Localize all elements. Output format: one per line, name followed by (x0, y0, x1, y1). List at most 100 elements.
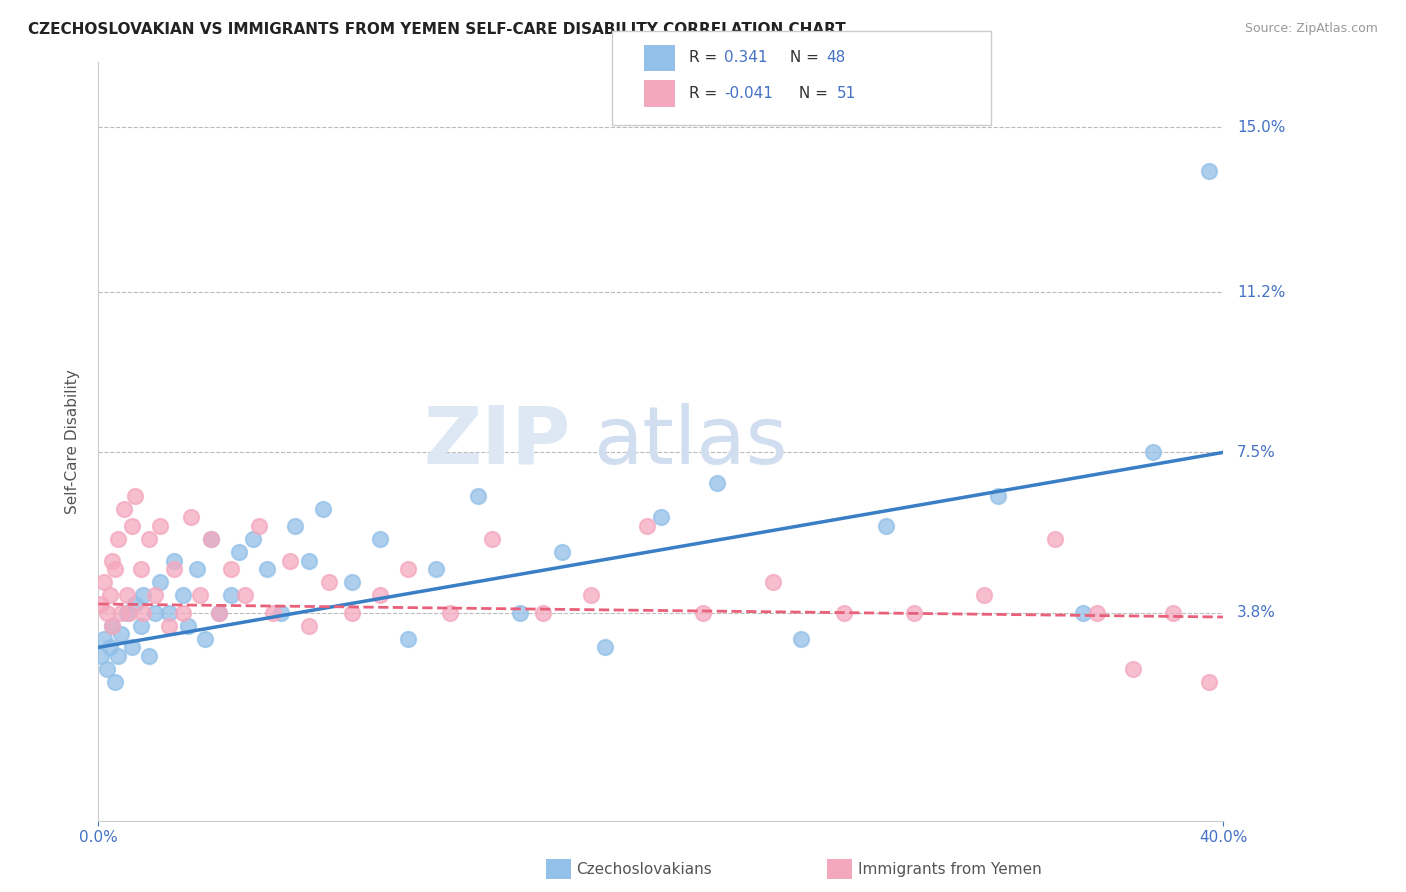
Point (987, 489, 1010, 503)
Point (110, 606, 132, 620)
Point (256, 562, 278, 576)
Point (101, 618, 124, 632)
Point (1161, 606, 1184, 620)
Point (112, 501, 135, 516)
Point (706, 475, 728, 490)
Point (90, 648, 112, 663)
Point (101, 554, 124, 568)
Point (228, 545, 250, 559)
Point (149, 575, 172, 590)
Point (242, 532, 264, 546)
Point (340, 606, 363, 620)
Point (579, 588, 602, 602)
Point (172, 606, 194, 620)
Point (247, 519, 270, 533)
Point (96, 606, 118, 620)
Point (172, 588, 194, 602)
Text: CZECHOSLOVAKIAN VS IMMIGRANTS FROM YEMEN SELF-CARE DISABILITY CORRELATION CHART: CZECHOSLOVAKIAN VS IMMIGRANTS FROM YEMEN… (28, 22, 846, 37)
Point (138, 648, 160, 663)
Text: Source: ZipAtlas.com: Source: ZipAtlas.com (1244, 22, 1378, 36)
Text: 11.2%: 11.2% (1237, 285, 1285, 300)
Text: 15.0%: 15.0% (1237, 120, 1285, 135)
Text: Czechoslovakians: Czechoslovakians (576, 863, 713, 877)
Point (129, 618, 152, 632)
Point (186, 562, 208, 576)
Text: 0.341: 0.341 (724, 51, 768, 65)
Text: R =: R = (689, 51, 723, 65)
Point (1085, 606, 1108, 620)
Point (208, 606, 231, 620)
Point (650, 510, 672, 524)
Point (121, 519, 143, 533)
Point (509, 606, 531, 620)
Point (1043, 532, 1066, 546)
Point (762, 575, 785, 590)
Point (98, 640, 121, 655)
Text: atlas: atlas (593, 402, 787, 481)
Point (481, 532, 503, 546)
Point (467, 489, 489, 503)
Y-axis label: Self-Care Disability: Self-Care Disability (65, 369, 80, 514)
Point (188, 588, 211, 602)
Text: R =: R = (689, 87, 723, 101)
Point (973, 588, 995, 602)
Point (163, 562, 186, 576)
Text: 3.8%: 3.8% (1237, 605, 1277, 620)
Text: Immigrants from Yemen: Immigrants from Yemen (858, 863, 1042, 877)
Point (875, 519, 897, 533)
Point (551, 545, 574, 559)
Point (200, 532, 222, 546)
Point (129, 562, 152, 576)
Point (143, 588, 166, 602)
Point (692, 606, 714, 620)
Point (368, 588, 391, 602)
Point (219, 588, 242, 602)
Point (208, 606, 231, 620)
Point (1142, 445, 1164, 459)
Point (233, 588, 256, 602)
Text: 51: 51 (837, 87, 856, 101)
Point (368, 532, 391, 546)
Point (157, 618, 180, 632)
Point (284, 519, 307, 533)
Point (104, 562, 127, 576)
Point (98, 588, 121, 602)
Point (832, 606, 855, 620)
Point (312, 501, 335, 516)
Point (96, 662, 118, 676)
Point (115, 588, 138, 602)
Point (318, 575, 340, 590)
Point (790, 632, 813, 646)
Point (262, 606, 284, 620)
Point (200, 532, 222, 546)
Point (425, 562, 447, 576)
Point (107, 648, 129, 663)
Point (93, 575, 115, 590)
Point (636, 519, 658, 533)
Text: N =: N = (794, 87, 834, 101)
Text: ZIP: ZIP (423, 402, 571, 481)
Point (194, 632, 217, 646)
Point (124, 489, 146, 503)
Point (439, 606, 461, 620)
Text: 7.5%: 7.5% (1237, 445, 1275, 460)
Point (101, 618, 124, 632)
Point (1122, 662, 1144, 676)
Point (149, 519, 172, 533)
Point (143, 606, 166, 620)
Point (396, 562, 419, 576)
Point (270, 606, 292, 620)
Point (531, 606, 554, 620)
Point (298, 618, 321, 632)
Point (138, 532, 160, 546)
Point (157, 606, 180, 620)
Point (278, 554, 301, 568)
Point (219, 562, 242, 576)
Point (121, 640, 143, 655)
Text: -0.041: -0.041 (724, 87, 773, 101)
Point (110, 627, 132, 641)
Point (132, 588, 155, 602)
Point (340, 575, 363, 590)
Point (177, 618, 200, 632)
Point (104, 675, 127, 690)
